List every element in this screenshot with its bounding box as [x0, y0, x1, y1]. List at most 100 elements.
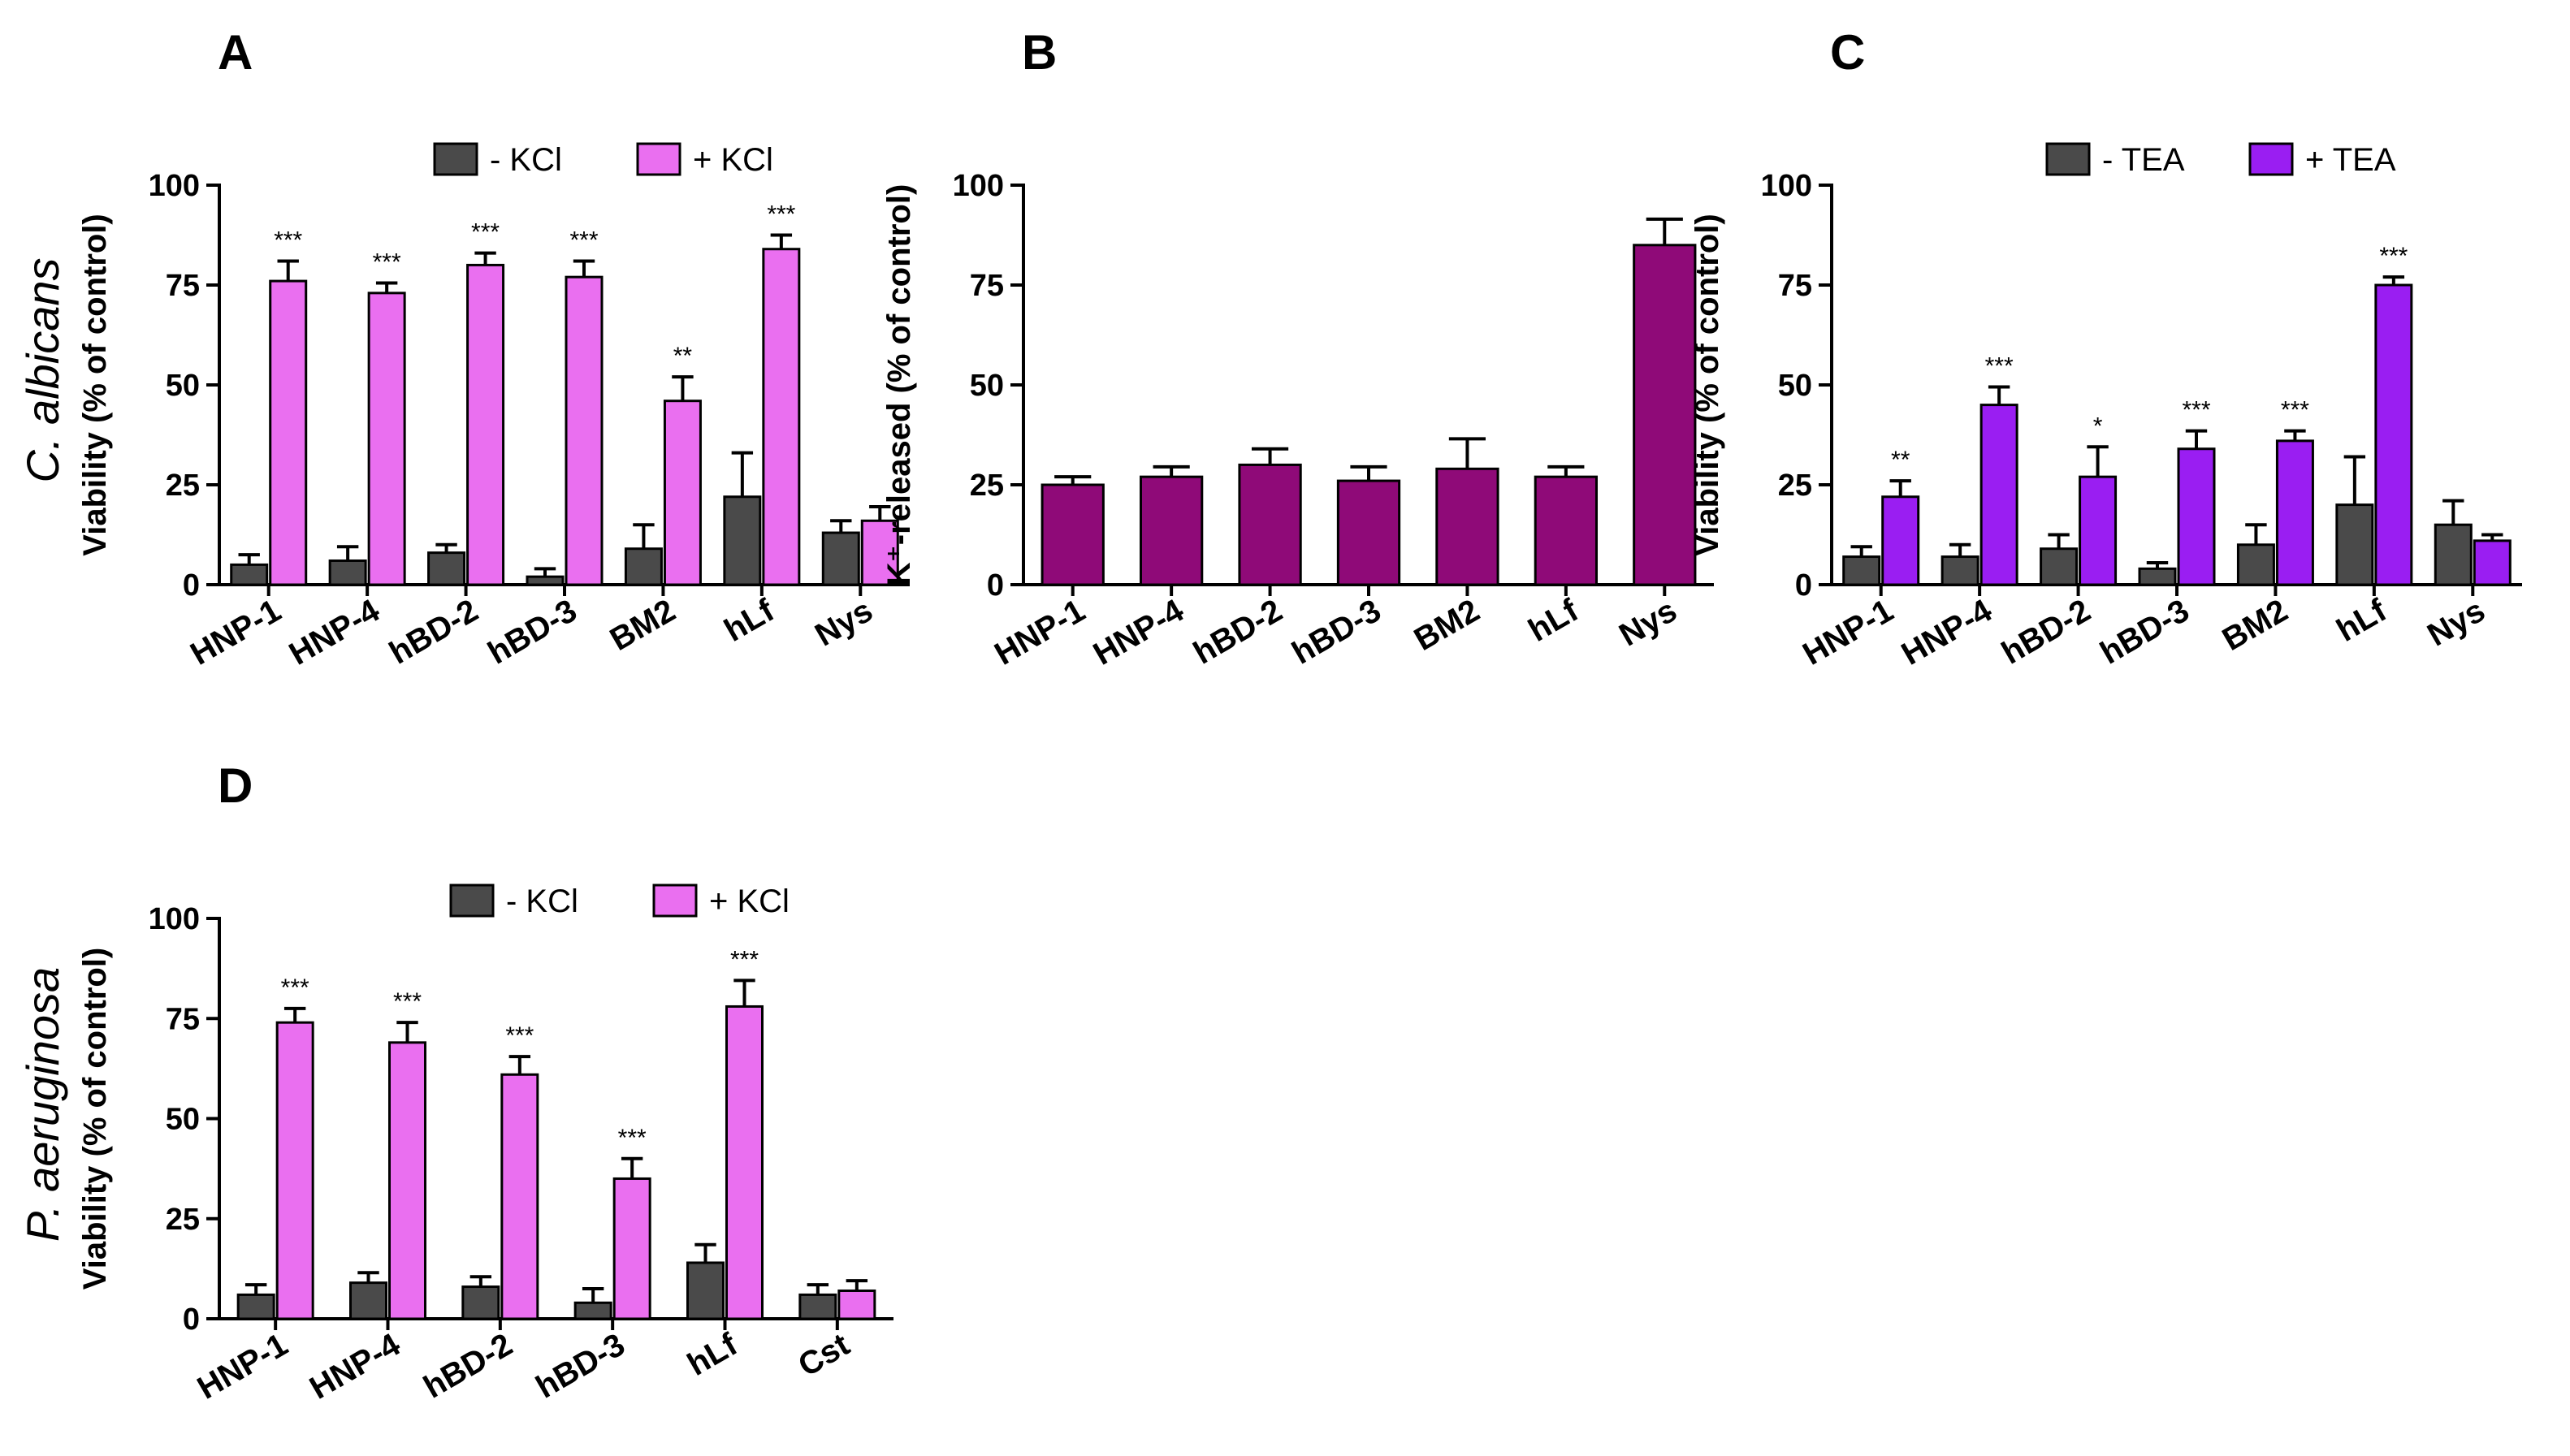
legend-label-kcl: - KCl: [490, 142, 562, 178]
chart-panel-a: A Viability (% of control) 0 25 50 75 100 *** HN…: [77, 25, 910, 672]
organism-label-p-aeruginosa: P. aeruginosa: [17, 967, 68, 1242]
legend-swatch-tea: [2248, 142, 2294, 176]
significance-marker: ***: [569, 227, 598, 253]
y-tick-label: 0: [183, 1303, 200, 1337]
bar-bm2: [1435, 467, 1499, 586]
x-tick-label-hnp-1: HNP-1: [192, 1327, 294, 1406]
legend-swatch-tea: [2045, 142, 2091, 176]
legend-label-kcl: - KCl: [506, 884, 578, 919]
bar-hnp-4: [1140, 475, 1204, 586]
bar-hbd-3-kcl: [573, 1301, 612, 1320]
bar-hlf-kcl: [723, 495, 762, 586]
significance-marker: ***: [730, 946, 759, 973]
y-axis-title-a: Viability (% of control): [77, 214, 113, 556]
bar-bm2-tea: [2236, 543, 2275, 586]
chart-panel-b: B K⁺-released (% of control) 0 25 50 75 100 HNP…: [881, 25, 1714, 672]
y-tick-label: 25: [970, 469, 1004, 503]
x-tick-label-hnp-4: HNP-4: [1088, 592, 1191, 672]
x-tick-label-hnp-1: HNP-1: [1797, 593, 1899, 672]
chart-panel-d: D Viability (% of control) 0 25 50 75 100 *** HN…: [77, 758, 893, 1406]
significance-marker: ***: [393, 988, 422, 1015]
x-tick-label-nys: Nys: [1613, 593, 1683, 654]
x-tick-label-hlf: hLf: [719, 592, 781, 649]
x-tick-label-bm2: BM2: [1408, 593, 1486, 658]
significance-marker: ***: [373, 249, 401, 276]
significance-marker: ***: [2379, 243, 2408, 270]
bar-hnp-1-kcl: [275, 1021, 314, 1320]
bar-hbd-2-kcl: [466, 263, 505, 586]
legend-swatch-kcl: [449, 884, 495, 918]
y-tick-label: 50: [166, 369, 200, 403]
significance-marker: ***: [471, 219, 500, 246]
significance-marker: ***: [281, 974, 309, 1001]
bar-hlf-kcl: [686, 1261, 725, 1320]
bar-hnp-4-kcl: [388, 1041, 426, 1320]
y-tick-label: 0: [1795, 568, 1812, 603]
x-tick-label-hbd-3: hBD-3: [1286, 593, 1387, 672]
legend-label-tea: - TEA: [2102, 142, 2185, 178]
y-tick-label: 100: [953, 169, 1004, 203]
x-tick-label-nys: Nys: [809, 593, 879, 654]
x-tick-label-hbd-2: hBD-2: [1188, 593, 1288, 672]
bar-hbd-2-tea: [2079, 475, 2118, 586]
bar-hbd-2-kcl: [461, 1285, 500, 1320]
bar-hlf-tea: [2374, 283, 2413, 586]
bar-nys-tea: [2473, 539, 2512, 586]
x-tick-label-hbd-3: hBD-3: [2094, 593, 2195, 672]
y-tick-label: 25: [166, 1203, 200, 1237]
y-tick-label: 100: [149, 169, 200, 203]
y-tick-label: 100: [149, 902, 200, 936]
bar-hnp-1-kcl: [230, 563, 269, 586]
significance-marker: ***: [274, 227, 302, 253]
bar-hnp-4-kcl: [367, 292, 406, 586]
y-axis-title-d: Viability (% of control): [77, 948, 113, 1290]
bar-hnp-1-tea: [1881, 495, 1920, 586]
significance-marker: ***: [767, 201, 795, 228]
bar-nys-tea: [2434, 523, 2473, 586]
y-tick-label: 75: [1778, 269, 1812, 303]
x-tick-label-hbd-2: hBD-2: [1996, 593, 2096, 672]
bar-hnp-1-tea: [1842, 555, 1881, 586]
y-tick-label: 25: [1778, 469, 1812, 503]
significance-marker: *: [2093, 413, 2103, 439]
bar-hlf-tea: [2335, 503, 2374, 586]
significance-marker: **: [1891, 447, 1910, 473]
x-tick-label-hbd-2: hBD-2: [418, 1327, 518, 1406]
significance-marker: ***: [1985, 352, 2014, 379]
y-tick-label: 75: [166, 269, 200, 303]
bar-hlf-kcl: [762, 248, 801, 586]
panel-label-a: A: [218, 25, 253, 80]
y-tick-label: 50: [1778, 369, 1812, 403]
y-tick-label: 0: [183, 568, 200, 603]
bar-hbd-2: [1238, 463, 1302, 586]
bar-cst-kcl: [798, 1293, 837, 1320]
bar-cst-kcl: [837, 1289, 876, 1320]
y-axis-title-c: Viability (% of control): [1690, 214, 1725, 556]
bar-hnp-4-tea: [1979, 404, 2018, 586]
bar-nys-kcl: [821, 531, 860, 586]
bar-hnp-1-kcl: [236, 1293, 275, 1320]
significance-marker: ***: [2182, 397, 2210, 424]
legend-label-kcl: + KCl: [709, 884, 790, 919]
x-tick-label-hnp-1: HNP-1: [184, 593, 287, 672]
bar-hbd-3: [1336, 479, 1401, 586]
significance-marker: **: [673, 343, 693, 369]
bar-bm2-kcl: [663, 400, 702, 586]
panel-label-d: D: [218, 758, 253, 813]
y-tick-label: 25: [166, 469, 200, 503]
significance-marker: ***: [2281, 397, 2309, 424]
bar-hbd-3-kcl: [565, 275, 604, 586]
y-tick-label: 100: [1761, 169, 1812, 203]
bar-hbd-2-tea: [2040, 547, 2079, 586]
panel-label-b: B: [1022, 25, 1057, 80]
x-tick-label-hnp-1: HNP-1: [989, 593, 1091, 672]
significance-marker: ***: [505, 1022, 534, 1049]
bar-bm2-tea: [2275, 439, 2314, 586]
legend-swatch-kcl: [652, 884, 698, 918]
bar-nys: [1633, 244, 1697, 586]
y-tick-label: 75: [970, 269, 1004, 303]
x-tick-label-hlf: hLf: [681, 1326, 743, 1383]
y-tick-label: 50: [970, 369, 1004, 403]
x-tick-label-hnp-4: HNP-4: [283, 592, 387, 672]
